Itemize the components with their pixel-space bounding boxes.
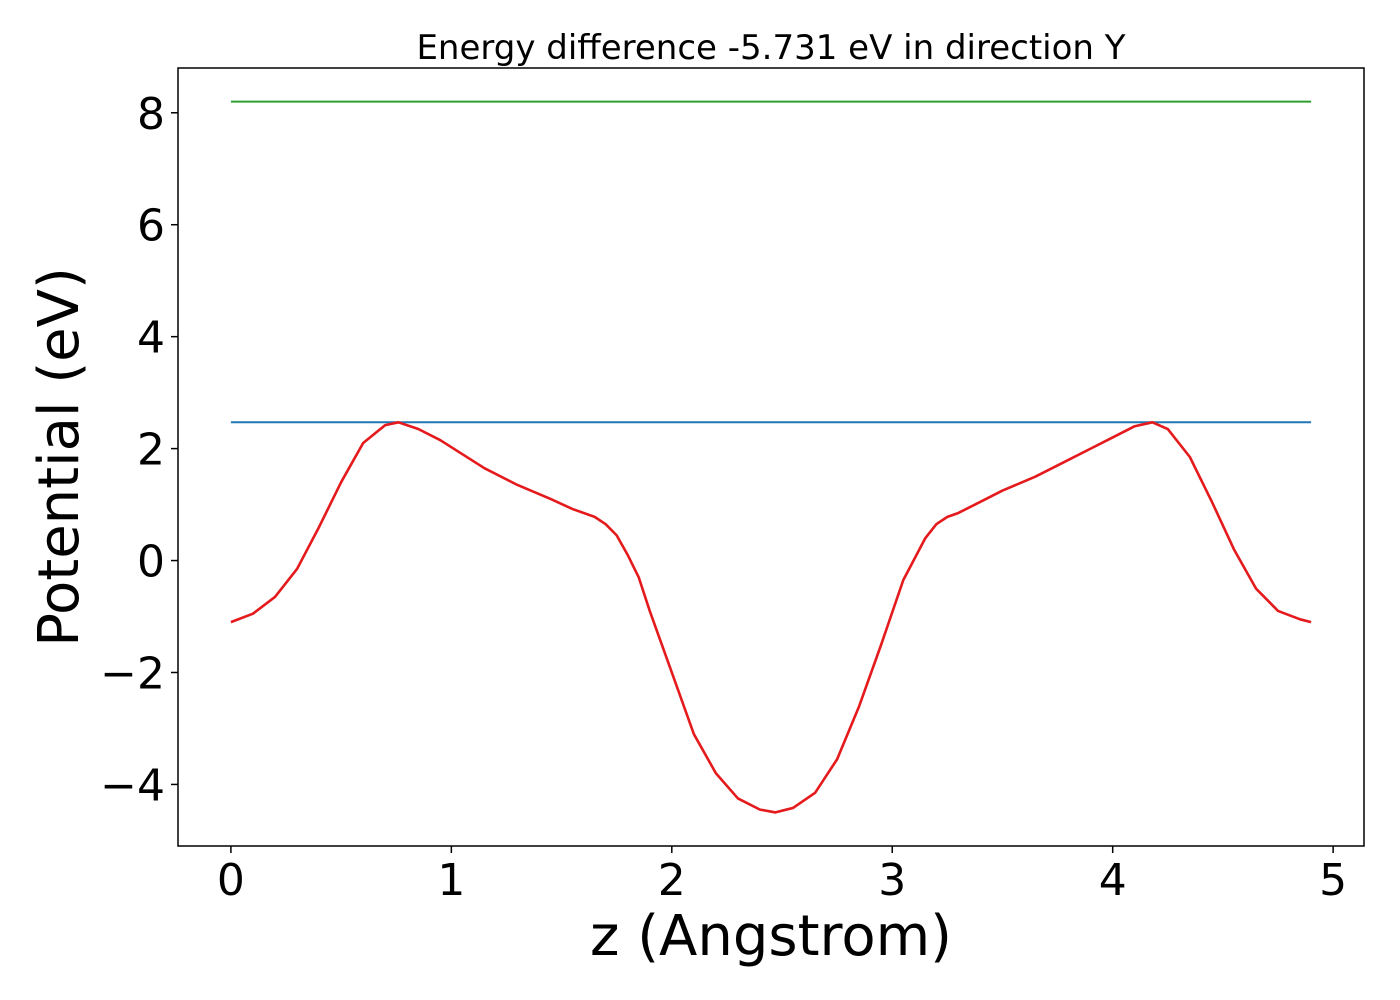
series-layer	[230, 100, 1312, 814]
x-tick-label: 4	[1099, 855, 1127, 906]
y-tick-label: 4	[137, 313, 165, 364]
x-tick-label: 2	[658, 855, 686, 906]
x-tick-label: 5	[1319, 855, 1347, 906]
y-ticks: −4 −2 0 2 4 6 8	[100, 89, 178, 811]
y-axis-label: Potential (eV)	[27, 267, 92, 647]
x-tick-label: 1	[437, 855, 465, 906]
series-line-2	[230, 420, 1312, 814]
x-ticks: 0 1 2 3 4 5	[217, 846, 1347, 906]
y-tick-label: 0	[137, 537, 165, 588]
x-tick-label: 3	[878, 855, 906, 906]
x-tick-label: 0	[217, 855, 245, 906]
y-tick-label: 2	[137, 425, 165, 476]
chart-title: Energy difference -5.731 eV in direction…	[416, 28, 1125, 68]
y-tick-label: 8	[137, 89, 165, 140]
y-tick-label: 6	[137, 201, 165, 252]
y-tick-label: −4	[100, 760, 165, 811]
plot-area	[177, 67, 1365, 847]
y-tick-label: −2	[100, 648, 165, 699]
x-axis-label: z (Angstrom)	[590, 904, 952, 969]
